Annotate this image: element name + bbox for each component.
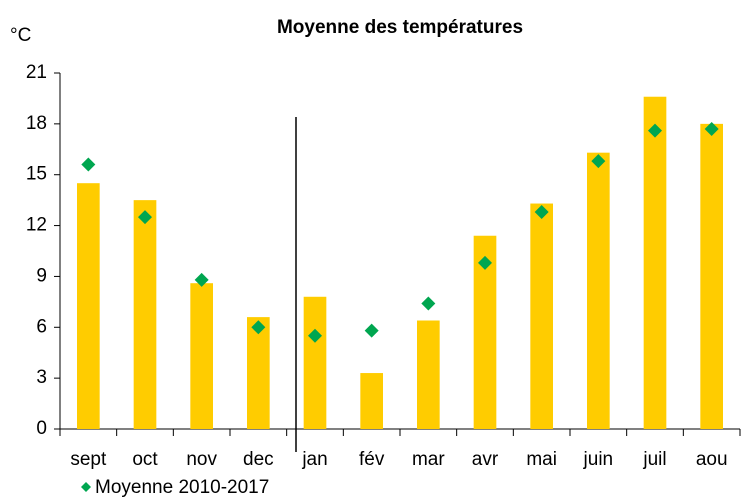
x-tick-label: oct <box>132 449 158 470</box>
bar <box>530 203 553 429</box>
bar <box>587 152 610 429</box>
bar <box>417 320 440 429</box>
x-tick-label: avr <box>472 449 499 470</box>
y-tick-label: 12 <box>26 215 47 236</box>
marker <box>648 123 662 138</box>
bar <box>247 317 270 429</box>
legend-label: Moyenne 2010-2017 <box>95 477 269 498</box>
y-tick-label: 3 <box>36 367 47 388</box>
x-tick-label: nov <box>186 449 217 470</box>
marker <box>591 154 606 169</box>
bar <box>700 123 723 429</box>
chart-title: Moyenne des températures <box>277 17 523 38</box>
bar <box>190 283 213 429</box>
legend-marker <box>81 482 91 492</box>
marker <box>421 296 436 311</box>
y-tick-label: 9 <box>36 265 47 286</box>
y-axis-unit: °C <box>10 25 31 46</box>
bar <box>473 235 497 429</box>
x-tick-label: aou <box>696 449 728 470</box>
x-tick-label: fév <box>359 449 385 470</box>
x-tick-label: dec <box>243 449 274 470</box>
bar <box>303 296 327 429</box>
marker <box>704 121 719 136</box>
y-tick-label: 15 <box>26 164 47 185</box>
x-tick-label: juin <box>583 449 614 470</box>
marker <box>81 157 96 172</box>
x-tick-label: sept <box>70 449 107 470</box>
marker <box>534 205 549 220</box>
bar <box>133 200 157 429</box>
marker <box>364 323 379 338</box>
y-tick-label: 6 <box>36 316 47 337</box>
marker <box>194 272 209 287</box>
x-tick-label: mar <box>412 449 445 470</box>
y-tick-label: 0 <box>36 418 47 439</box>
marker <box>308 328 322 343</box>
x-tick-label: jan <box>301 449 327 470</box>
x-tick-label: mai <box>526 449 557 470</box>
y-tick-label: 21 <box>26 62 47 83</box>
marker <box>478 255 492 270</box>
bar <box>643 96 667 429</box>
bar <box>77 183 100 429</box>
x-tick-label: juil <box>642 449 666 470</box>
marker <box>138 210 152 225</box>
bar <box>360 373 383 429</box>
marker <box>251 320 266 335</box>
y-tick-label: 18 <box>26 113 47 134</box>
